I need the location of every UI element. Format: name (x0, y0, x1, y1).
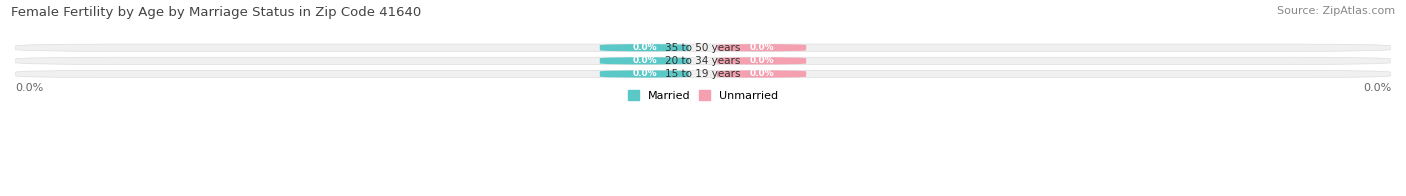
Text: Female Fertility by Age by Marriage Status in Zip Code 41640: Female Fertility by Age by Marriage Stat… (11, 6, 422, 19)
Text: 0.0%: 0.0% (633, 43, 657, 52)
FancyBboxPatch shape (600, 70, 689, 78)
FancyBboxPatch shape (717, 57, 806, 64)
Text: 0.0%: 0.0% (749, 70, 773, 78)
FancyBboxPatch shape (717, 70, 806, 78)
FancyBboxPatch shape (15, 57, 1391, 64)
FancyBboxPatch shape (15, 70, 1391, 78)
Text: 20 to 34 years: 20 to 34 years (665, 56, 741, 66)
Text: Source: ZipAtlas.com: Source: ZipAtlas.com (1277, 6, 1395, 16)
Text: 0.0%: 0.0% (633, 56, 657, 65)
Text: 35 to 50 years: 35 to 50 years (665, 43, 741, 53)
Text: 0.0%: 0.0% (633, 70, 657, 78)
Text: 0.0%: 0.0% (749, 43, 773, 52)
Text: 0.0%: 0.0% (15, 83, 44, 93)
Text: 0.0%: 0.0% (749, 56, 773, 65)
FancyBboxPatch shape (717, 44, 806, 51)
FancyBboxPatch shape (600, 44, 689, 51)
Text: 15 to 19 years: 15 to 19 years (665, 69, 741, 79)
FancyBboxPatch shape (15, 44, 1391, 51)
FancyBboxPatch shape (600, 57, 689, 64)
Text: 0.0%: 0.0% (1362, 83, 1391, 93)
Legend: Married, Unmarried: Married, Unmarried (623, 86, 783, 105)
